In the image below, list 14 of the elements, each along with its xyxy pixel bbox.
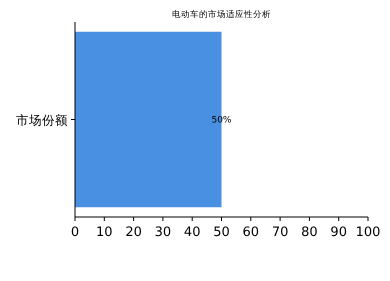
x-tick-label: 70 (272, 225, 288, 240)
x-tick-label: 10 (96, 225, 113, 240)
x-tick-label: 50 (213, 225, 230, 240)
x-tick-label: 30 (154, 225, 172, 240)
x-tick-label: 80 (301, 225, 318, 240)
x-tick-label: 60 (242, 225, 260, 240)
y-tick-label: 市场份额 (16, 112, 68, 128)
x-tick-label: 100 (356, 225, 380, 240)
x-tick-label: 0 (70, 225, 80, 240)
x-tick-label: 20 (125, 225, 142, 240)
chart-title: 电动车的市场适应性分析 (172, 9, 271, 20)
x-tick-label: 40 (184, 225, 200, 240)
x-tick-label: 90 (330, 225, 347, 240)
data-label: 50% (211, 116, 232, 126)
